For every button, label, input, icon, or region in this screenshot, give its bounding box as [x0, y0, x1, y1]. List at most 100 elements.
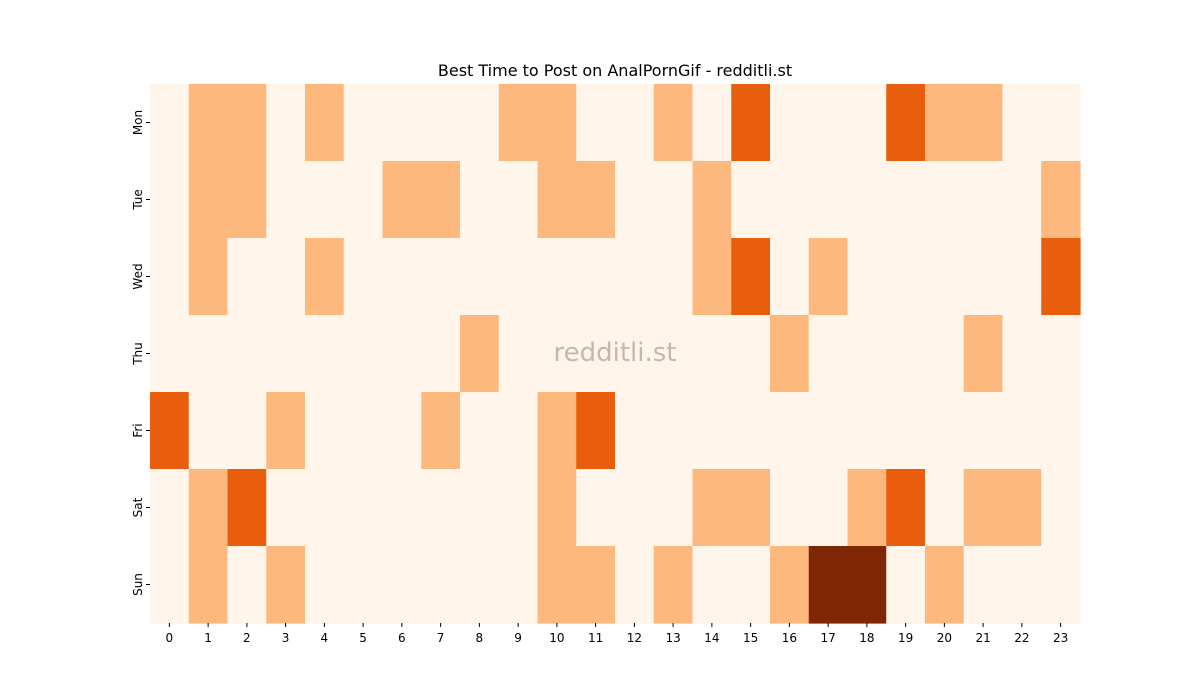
heatmap-cell-mon-12 [615, 84, 655, 162]
heatmap-cell-thu-22 [1002, 315, 1042, 393]
heatmap-cell-wed-2 [227, 238, 267, 316]
x-tick-label: 19 [898, 631, 913, 645]
heatmap-cell-sat-13 [653, 469, 694, 547]
x-tick-label: 9 [514, 631, 522, 645]
heatmap-cell-mon-21 [963, 84, 1004, 162]
heatmap-cell-tue-18 [847, 161, 887, 239]
heatmap-cell-mon-5 [343, 84, 384, 162]
heatmap-cell-tue-14 [692, 161, 732, 239]
heatmap-cell-tue-9 [498, 161, 539, 239]
heatmap-cell-sun-17 [808, 546, 849, 624]
heatmap-cell-mon-19 [886, 84, 926, 162]
heatmap-cell-mon-15 [731, 84, 771, 162]
heatmap-cell-wed-17 [808, 238, 849, 316]
heatmap-cell-sun-0 [150, 546, 190, 624]
heatmap-cell-fri-4 [305, 392, 345, 470]
heatmap-cell-thu-2 [227, 315, 267, 393]
x-tick-label: 7 [437, 631, 445, 645]
heatmap-cell-fri-5 [343, 392, 384, 470]
heatmap-cell-fri-1 [188, 392, 229, 470]
heatmap-cell-thu-19 [886, 315, 926, 393]
heatmap-cell-tue-8 [460, 161, 500, 239]
heatmap-cell-sun-23 [1041, 546, 1081, 624]
heatmap-cell-sat-18 [847, 469, 887, 547]
heatmap-cell-thu-1 [188, 315, 229, 393]
heatmap-cell-thu-10 [537, 315, 577, 393]
x-tick-label: 23 [1053, 631, 1068, 645]
heatmap-cell-sat-23 [1041, 469, 1081, 547]
heatmap-cell-fri-21 [963, 392, 1004, 470]
heatmap-cell-tue-21 [963, 161, 1004, 239]
heatmap-cell-sun-13 [653, 546, 694, 624]
heatmap-cell-wed-19 [886, 238, 926, 316]
heatmap-cell-tue-6 [382, 161, 422, 239]
heatmap-cell-wed-21 [963, 238, 1004, 316]
x-tick-label: 6 [398, 631, 406, 645]
heatmap-cell-sun-5 [343, 546, 384, 624]
heatmap-cell-wed-4 [305, 238, 345, 316]
heatmap-cell-thu-7 [421, 315, 461, 393]
heatmap-cell-mon-16 [770, 84, 810, 162]
x-tick-label: 12 [627, 631, 642, 645]
heatmap-cell-wed-15 [731, 238, 771, 316]
x-tick-label: 21 [975, 631, 990, 645]
heatmap-cell-mon-14 [692, 84, 732, 162]
heatmap-cell-sat-1 [188, 469, 229, 547]
heatmap-cell-fri-0 [150, 392, 190, 470]
heatmap-cells [150, 84, 1081, 624]
x-tick-label: 3 [282, 631, 290, 645]
heatmap-cell-thu-23 [1041, 315, 1081, 393]
heatmap-cell-mon-1 [188, 84, 229, 162]
heatmap-cell-thu-20 [925, 315, 965, 393]
heatmap-cell-sun-19 [886, 546, 926, 624]
heatmap-cell-fri-3 [266, 392, 306, 470]
heatmap-cell-tue-10 [537, 161, 577, 239]
x-tick-label: 15 [743, 631, 758, 645]
heatmap-cell-tue-13 [653, 161, 694, 239]
heatmap-cell-mon-13 [653, 84, 694, 162]
heatmap-cell-wed-18 [847, 238, 887, 316]
heatmap-cell-fri-23 [1041, 392, 1081, 470]
heatmap-cell-thu-13 [653, 315, 694, 393]
x-tick-label: 18 [859, 631, 874, 645]
heatmap-cell-wed-9 [498, 238, 539, 316]
heatmap-cell-wed-14 [692, 238, 732, 316]
heatmap-cell-tue-7 [421, 161, 461, 239]
heatmap-cell-thu-0 [150, 315, 190, 393]
heatmap-cell-mon-4 [305, 84, 345, 162]
y-tick-label: Sat [131, 497, 145, 517]
heatmap-cell-sat-4 [305, 469, 345, 547]
heatmap-cell-tue-0 [150, 161, 190, 239]
heatmap-cell-sat-19 [886, 469, 926, 547]
heatmap-cell-thu-18 [847, 315, 887, 393]
y-axis: Mon Tue Wed Thu Fri Sat Sun [131, 110, 150, 596]
heatmap-cell-wed-20 [925, 238, 965, 316]
heatmap-cell-thu-14 [692, 315, 732, 393]
heatmap-cell-sat-14 [692, 469, 732, 547]
heatmap-cell-tue-4 [305, 161, 345, 239]
y-tick-label: Fri [131, 423, 145, 437]
y-tick-label: Thu [131, 342, 145, 366]
heatmap-cell-sun-10 [537, 546, 577, 624]
heatmap-cell-wed-13 [653, 238, 694, 316]
heatmap-cell-fri-20 [925, 392, 965, 470]
heatmap-cell-tue-19 [886, 161, 926, 239]
heatmap-cell-thu-5 [343, 315, 384, 393]
heatmap-cell-sun-2 [227, 546, 267, 624]
heatmap-cell-wed-12 [615, 238, 655, 316]
heatmap-cell-wed-10 [537, 238, 577, 316]
x-tick-label: 4 [321, 631, 329, 645]
heatmap-cell-fri-15 [731, 392, 771, 470]
heatmap-cell-sat-20 [925, 469, 965, 547]
heatmap-cell-sat-22 [1002, 469, 1042, 547]
x-tick-label: 2 [243, 631, 251, 645]
heatmap-cell-tue-17 [808, 161, 849, 239]
heatmap-cell-sat-10 [537, 469, 577, 547]
x-axis: 0 1 2 3 4 5 6 7 8 9 10 11 12 13 14 15 16 17 18 19 20 21 22 23 [166, 623, 1068, 645]
heatmap-cell-thu-3 [266, 315, 306, 393]
heatmap-cell-mon-22 [1002, 84, 1042, 162]
heatmap-cell-fri-14 [692, 392, 732, 470]
heatmap-cell-tue-12 [615, 161, 655, 239]
heatmap-cell-sat-2 [227, 469, 267, 547]
